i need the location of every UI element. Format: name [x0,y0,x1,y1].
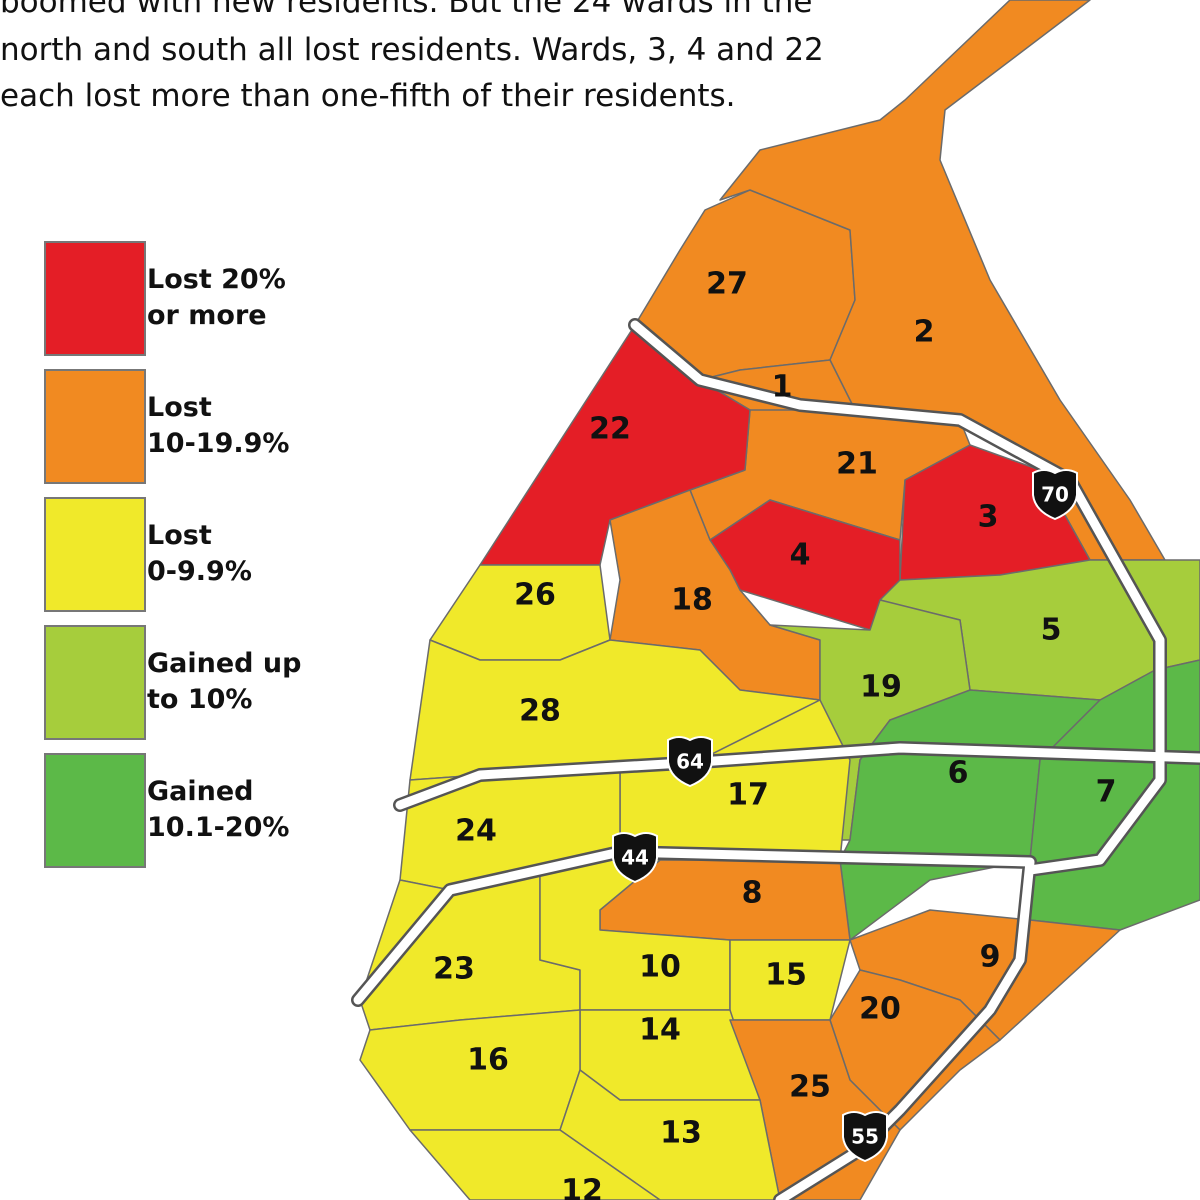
ward-label: 26 [514,578,556,613]
ward-label: 16 [467,1043,509,1078]
ward-label: 4 [790,538,811,573]
legend-label: Lost 20% [147,264,286,295]
legend-swatch [44,497,146,612]
ward-label: 13 [660,1116,702,1151]
ward-label: 27 [706,267,748,302]
shield-icon [1032,469,1078,521]
ward-label: 22 [589,412,631,447]
ward-label: 3 [978,500,999,535]
ward-label: 14 [639,1013,681,1048]
shield-label: 64 [676,750,704,774]
legend-label: or more [147,300,267,331]
intro-text: boomed with new residents. But the 24 wa… [0,0,824,114]
ward-label: 8 [742,876,763,911]
legend-label: 10-19.9% [147,428,289,459]
ward-label: 17 [727,778,769,813]
ward-label: 18 [671,583,713,618]
legend-label: 10.1-20% [147,812,289,843]
intro-line: boomed with new residents. But the 24 wa… [0,0,812,20]
ward-label: 12 [561,1174,603,1200]
shield-label: 55 [851,1125,879,1149]
legend: Lost 20% or more Lost 10-19.9% Lost 0-9.9% Gai… [44,241,301,868]
ward-label: 19 [860,670,902,705]
legend-label: Gained up [147,648,301,679]
shield-label: 70 [1041,483,1069,507]
legend-label: Gained [147,776,254,807]
legend-swatch [44,369,146,484]
legend-label: to 10% [147,684,252,715]
ward-label: 6 [948,756,969,791]
wards [359,0,1200,1200]
ward-label: 7 [1096,775,1117,810]
legend-label: Lost [147,520,212,551]
shield-icon [612,832,658,884]
legend-swatch [44,753,146,868]
ward-label: 5 [1041,613,1062,648]
legend-label: Lost [147,392,212,423]
shield-icon [842,1111,888,1163]
ward-label: 2 [914,315,935,350]
legend-label: 0-9.9% [147,556,252,587]
ward-label: 20 [859,992,901,1027]
ward-label: 21 [836,447,878,482]
ward-area [409,1129,661,1200]
ward-label: 25 [789,1070,831,1105]
ward-label: 23 [433,952,475,987]
intro-line: each lost more than one-fifth of their r… [0,78,736,114]
ward-label: 1 [772,370,793,405]
ward-label: 28 [519,694,561,729]
ward-label: 24 [455,814,497,849]
ward-label: 10 [639,950,681,985]
shield-icon [667,736,713,788]
ward-label: 9 [980,940,1001,975]
ward-label: 15 [765,958,807,993]
intro-line: north and south all lost residents. Ward… [0,32,824,68]
legend-swatch [44,241,146,356]
shield-label: 44 [621,846,649,870]
legend-swatch [44,625,146,740]
